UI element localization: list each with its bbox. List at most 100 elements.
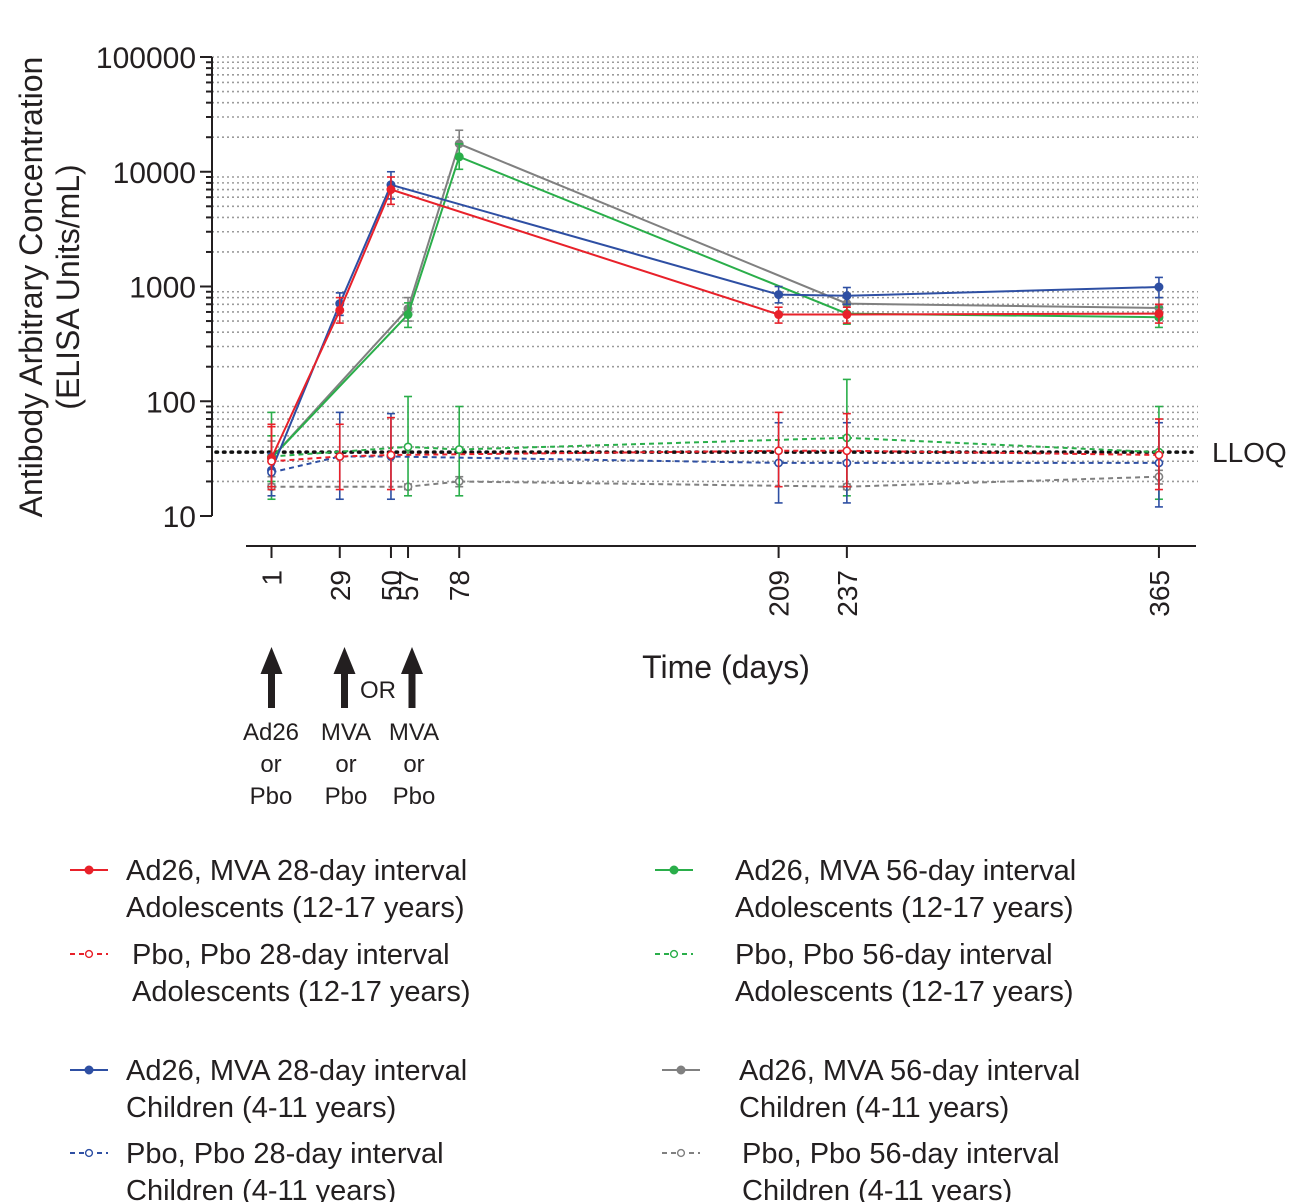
data-point <box>842 446 852 456</box>
legend-item: Ad26, MVA 56-day interval Adolescents (12… <box>655 855 1076 924</box>
legend-item: Ad26, MVA 56-day interval Children (4-11 … <box>662 1055 1080 1124</box>
vaccination-label-line: Pbo <box>250 783 293 810</box>
legend-swatch-marker <box>84 1148 94 1158</box>
x-tick-label: 209 <box>764 570 795 617</box>
x-tick-label: 237 <box>832 570 863 617</box>
vaccination-arrow <box>333 647 356 708</box>
y-axis-title-line: Antibody Arbitrary Concentration <box>13 57 49 518</box>
legend-label-line: Children (4-11 years) <box>126 1175 396 1202</box>
x-tick-label: 29 <box>325 570 356 601</box>
series-line <box>270 188 1159 459</box>
legend-label-line: Adolescents (12-17 years) <box>126 892 465 924</box>
vaccination-arrow <box>260 647 283 708</box>
legend-swatch-marker <box>84 1065 94 1075</box>
x-tick-label-group: 78 <box>444 570 475 601</box>
data-point <box>335 452 345 461</box>
series-group <box>267 170 1164 488</box>
legend-label-line: Ad26, MVA 56-day interval <box>739 1055 1080 1087</box>
data-point <box>774 290 784 300</box>
vaccination-label-line: or <box>335 751 356 778</box>
x-tick-label: 365 <box>1144 570 1175 617</box>
legend-item: Pbo, Pbo 28-day interval Children (4-11 y… <box>70 1138 444 1202</box>
arrow-shaft <box>408 674 416 708</box>
arrow-head <box>401 647 423 674</box>
vaccination-arrow <box>401 647 423 708</box>
arrow-head <box>333 647 356 674</box>
data-point <box>774 310 784 320</box>
data-point <box>1154 309 1164 319</box>
data-point <box>335 305 345 315</box>
vaccination-label: Ad26 or Pbo <box>243 719 299 810</box>
legend-swatch-marker <box>669 865 679 875</box>
legend-swatch-marker <box>669 949 679 959</box>
lloq-label: LLOQ <box>1212 437 1287 468</box>
legend-swatch-marker <box>676 1065 686 1075</box>
data-point <box>386 450 396 460</box>
data-point <box>454 152 464 162</box>
data-point <box>1154 450 1164 460</box>
data-point <box>267 456 276 466</box>
series-line <box>271 475 1159 488</box>
legend-label-line: Pbo, Pbo 28-day interval <box>132 939 450 971</box>
series-line <box>271 455 1159 474</box>
legend-label-line: Ad26, MVA 28-day interval <box>126 855 467 887</box>
legend-item: Pbo, Pbo 28-day interval Adolescents (12-… <box>70 939 471 1008</box>
legend-label-line: Pbo, Pbo 56-day interval <box>735 939 1053 971</box>
y-axis-title: Antibody Arbitrary Concentration (ELISA U… <box>13 57 86 518</box>
y-tick-label: 1000 <box>129 272 196 305</box>
vaccination-label-line: MVA <box>321 719 371 746</box>
vaccination-label: MVA or Pbo <box>321 719 371 810</box>
vaccination-label-line: or <box>403 751 424 778</box>
x-tick-label: 57 <box>393 570 424 601</box>
legend-label-line: Ad26, MVA 56-day interval <box>735 855 1076 887</box>
series-line <box>271 449 1159 463</box>
legend-label-line: Adolescents (12-17 years) <box>735 976 1074 1008</box>
x-tick-label: 1 <box>257 570 288 586</box>
vaccination-label-line: Pbo <box>393 783 436 810</box>
x-tick-label-group: 29 <box>325 570 356 601</box>
y-tick-label: 10 <box>163 501 196 534</box>
legend-item: Ad26, MVA 28-day interval Children (4-11 … <box>70 1055 467 1124</box>
vaccination-label-line: MVA <box>389 719 439 746</box>
x-tick-label: 50 <box>376 570 407 601</box>
arrow-shaft <box>268 674 275 708</box>
series-layer <box>267 129 1164 508</box>
y-tick-label: 100000 <box>96 42 196 75</box>
legend-label-line: Adolescents (12-17 years) <box>735 892 1074 924</box>
vaccination-label-line: or <box>260 751 281 778</box>
series-group <box>267 411 1164 491</box>
data-point <box>386 185 396 195</box>
y-tick-label: 100 <box>146 386 196 419</box>
series-line <box>270 183 1159 471</box>
y-axis-title-line: (ELISA Units/mL) <box>50 164 86 409</box>
legend-label-line: Ad26, MVA 28-day interval <box>126 1055 467 1087</box>
legend-label-line: Pbo, Pbo 56-day interval <box>742 1138 1060 1170</box>
data-point <box>842 291 852 301</box>
x-tick-label-group: 1 <box>257 570 288 586</box>
arrow-shaft <box>341 674 348 708</box>
or-label: OR <box>360 677 396 704</box>
legend-label-line: Children (4-11 years) <box>742 1175 1012 1202</box>
legend-item: Ad26, MVA 28-day interval Adolescents (12… <box>70 855 467 924</box>
series-group <box>267 469 1164 492</box>
axes-layer: 10 100 1000 10000 100000 Antibody Arbitrary C… <box>13 42 1196 685</box>
legend-item: Pbo, Pbo 56-day interval Adolescents (12-… <box>655 939 1074 1008</box>
legend-label-line: Pbo, Pbo 28-day interval <box>126 1138 444 1170</box>
x-tick-label-group: 209 <box>764 570 795 617</box>
data-point <box>774 446 784 456</box>
vaccination-label: MVA or Pbo <box>389 719 439 810</box>
grid-layer <box>212 56 1198 483</box>
data-point <box>1154 282 1164 292</box>
legend-label-line: Children (4-11 years) <box>126 1092 396 1124</box>
vaccination-label-line: Ad26 <box>243 719 299 746</box>
series-line <box>270 142 1159 459</box>
data-point <box>842 310 852 320</box>
series-line <box>271 436 1159 458</box>
data-point <box>403 442 413 452</box>
y-tick-label: 10000 <box>113 157 196 190</box>
legend-label-line: Children (4-11 years) <box>739 1092 1009 1124</box>
data-point <box>454 445 464 454</box>
annotation-layer: LLOQ OR Ad26 or Pbo MVA or Pbo MVA or Pbo <box>243 437 1287 810</box>
